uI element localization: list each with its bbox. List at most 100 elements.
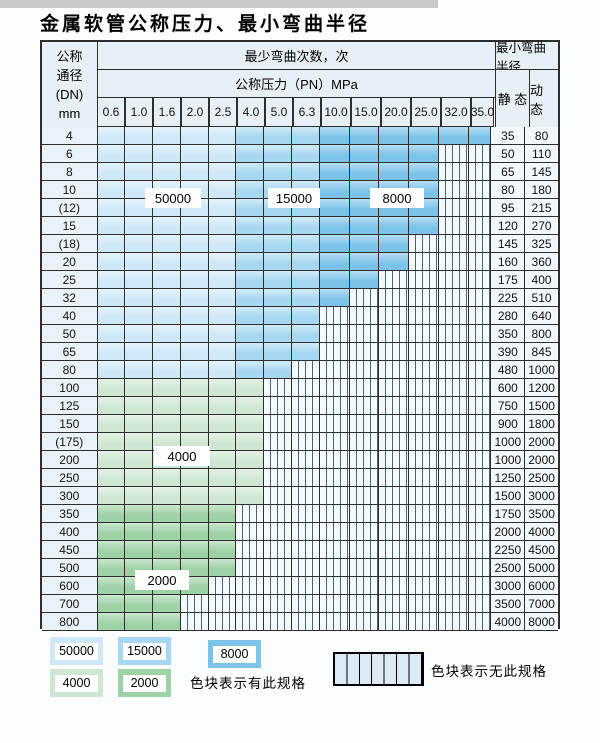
dynamic-radius-cell: 360 <box>525 253 558 271</box>
no-spec-cell <box>468 523 492 541</box>
spec-cell <box>208 307 237 325</box>
spec-cell <box>125 343 154 361</box>
no-spec-cell <box>409 235 439 253</box>
no-spec-cell <box>236 577 265 595</box>
table-row-dn-25: 25 175 400 <box>42 271 558 289</box>
legend-swatch-50000: 50000 <box>50 637 103 665</box>
spec-cell <box>97 505 126 523</box>
spec-cell <box>208 235 237 253</box>
no-spec-cell <box>208 613 237 631</box>
no-spec-cell <box>319 469 350 487</box>
no-spec-cell <box>319 361 350 379</box>
spec-cell <box>236 127 265 145</box>
no-spec-cell <box>438 271 469 289</box>
spec-cell <box>180 325 209 343</box>
dn-cell: 500 <box>42 559 98 577</box>
static-radius-cell: 225 <box>491 289 526 307</box>
pressure-header-2.0: 2.0 <box>181 97 209 127</box>
dn-cell: 600 <box>42 577 98 595</box>
no-spec-cell <box>379 379 410 397</box>
spec-cell <box>264 271 293 289</box>
spec-cell <box>125 253 154 271</box>
spec-cell <box>236 361 265 379</box>
dynamic-radius-cell: 4500 <box>525 541 558 559</box>
spec-cell <box>319 253 350 271</box>
no-spec-cell <box>349 541 380 559</box>
table-row-dn-32: 32 225 510 <box>42 289 558 307</box>
spec-cell <box>153 469 181 487</box>
table-row-dn-6: 6 50 110 <box>42 145 558 163</box>
static-radius-cell: 1000 <box>491 433 526 451</box>
spec-cell <box>97 541 126 559</box>
spec-cell <box>319 199 350 217</box>
no-spec-cell <box>264 433 293 451</box>
no-spec-cell <box>409 415 439 433</box>
dynamic-radius-cell: 800 <box>525 325 558 343</box>
table-row-dn-40: 40 280 640 <box>42 307 558 325</box>
no-spec-cell <box>292 433 320 451</box>
spec-cell <box>349 163 380 181</box>
spec-cell <box>125 289 154 307</box>
spec-cell <box>125 145 154 163</box>
no-spec-cell <box>292 595 320 613</box>
dynamic-radius-cell: 325 <box>525 235 558 253</box>
spec-cell <box>236 487 265 505</box>
spec-cell <box>236 343 265 361</box>
spec-cell <box>208 433 237 451</box>
pressure-header-0.6: 0.6 <box>97 97 125 127</box>
spec-cell <box>208 289 237 307</box>
legend-swatch-label: 50000 <box>55 642 98 660</box>
no-spec-cell <box>438 469 469 487</box>
no-spec-cell <box>292 559 320 577</box>
no-spec-cell <box>319 325 350 343</box>
no-spec-cell <box>438 379 469 397</box>
spec-cell <box>125 415 154 433</box>
spec-cell <box>208 253 237 271</box>
no-spec-cell <box>319 397 350 415</box>
no-spec-cell <box>409 325 439 343</box>
spec-cell <box>409 217 439 235</box>
spec-cell <box>125 307 154 325</box>
spec-cell <box>180 469 209 487</box>
cycle-count-label-50000: 50000 <box>145 188 201 208</box>
spec-cell <box>153 163 181 181</box>
static-radius-cell: 480 <box>491 361 526 379</box>
no-spec-cell <box>319 307 350 325</box>
spec-cell <box>97 325 126 343</box>
pressure-header-6.3: 6.3 <box>293 97 321 127</box>
legend-swatch-15000: 15000 <box>118 637 171 665</box>
no-spec-cell <box>292 415 320 433</box>
spec-cell <box>125 523 154 541</box>
no-spec-cell <box>236 541 265 559</box>
spec-cell <box>125 613 154 631</box>
pressure-header-20.0: 20.0 <box>381 97 411 127</box>
spec-cell <box>264 145 293 163</box>
no-spec-cell <box>349 307 380 325</box>
dn-cell: 65 <box>42 343 98 361</box>
no-spec-cell <box>264 613 293 631</box>
dn-cell: (175) <box>42 433 98 451</box>
dn-cell: 250 <box>42 469 98 487</box>
no-spec-cell <box>468 271 492 289</box>
spec-cell <box>180 523 209 541</box>
no-spec-cell <box>349 397 380 415</box>
spec-cell <box>208 127 237 145</box>
dynamic-radius-cell: 6000 <box>525 577 558 595</box>
no-spec-cell <box>468 505 492 523</box>
no-spec-cell <box>438 613 469 631</box>
spec-cell <box>97 181 126 199</box>
spec-cell <box>409 145 439 163</box>
static-radius-cell: 280 <box>491 307 526 325</box>
no-spec-cell <box>409 595 439 613</box>
header-dn-line: 通径 <box>56 67 83 83</box>
no-spec-cell <box>180 613 209 631</box>
spec-cell <box>208 523 237 541</box>
spec-cell <box>236 379 265 397</box>
no-spec-cell <box>319 577 350 595</box>
no-spec-cell <box>409 289 439 307</box>
spec-cell <box>409 127 439 145</box>
spec-cell <box>319 163 350 181</box>
legend-swatch-2000: 2000 <box>118 669 171 697</box>
no-spec-cell <box>438 217 469 235</box>
no-spec-cell <box>379 433 410 451</box>
